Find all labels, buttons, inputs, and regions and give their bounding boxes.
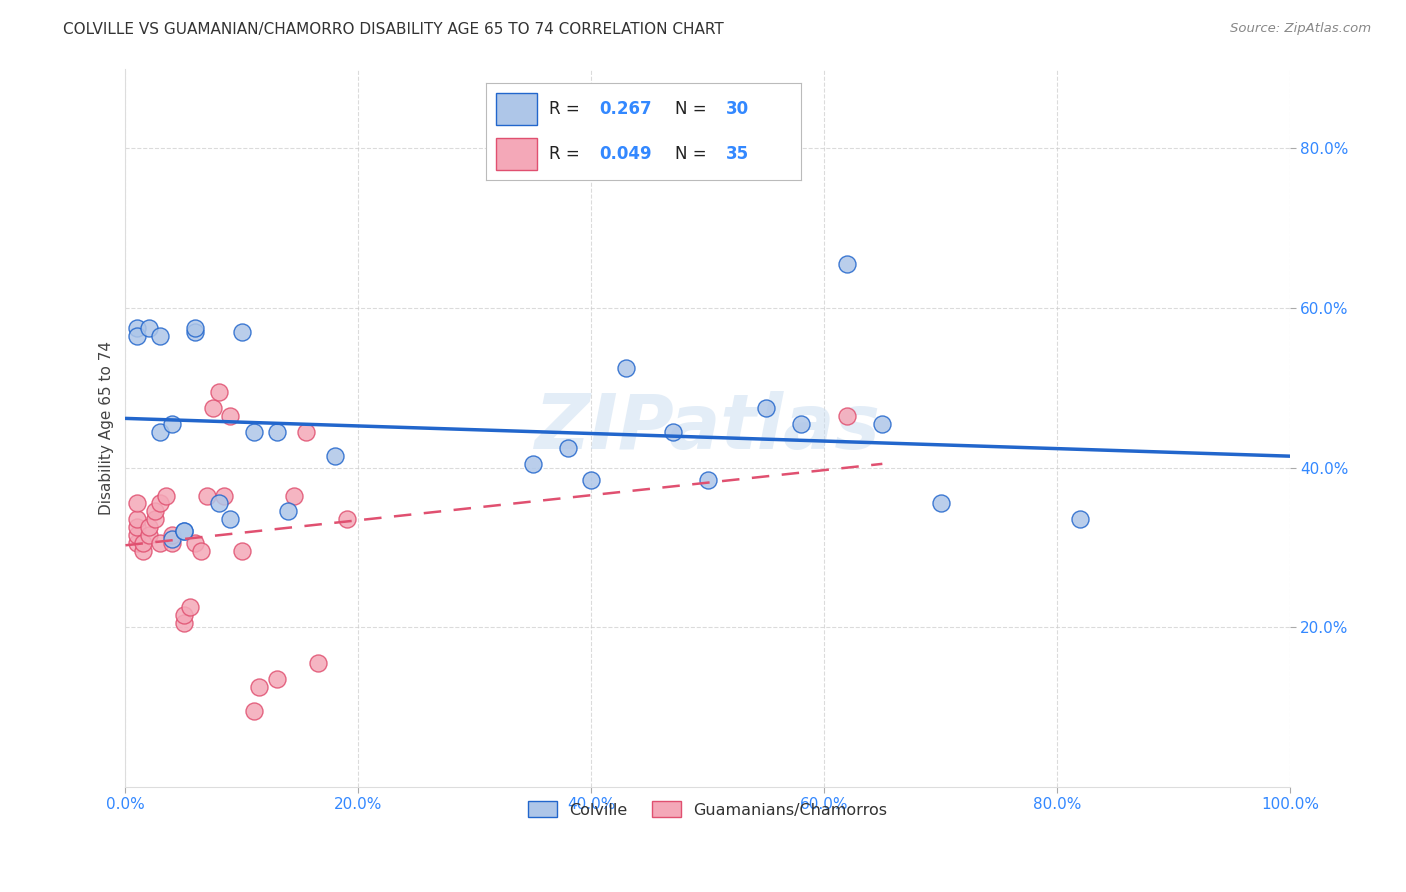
Point (522, 457, 544, 471)
Point (872, 417, 894, 431)
Text: Source: ZipAtlas.com: Source: ZipAtlas.com (1230, 22, 1371, 36)
Point (173, 524, 195, 539)
Point (214, 489, 236, 503)
Point (247, 680, 270, 694)
Point (755, 401, 778, 415)
Point (929, 496, 952, 510)
Point (557, 441, 579, 455)
Point (160, 536, 183, 550)
Point (790, 417, 813, 431)
Point (160, 528, 183, 542)
Point (231, 544, 253, 558)
Point (696, 473, 718, 487)
Point (195, 489, 218, 503)
Point (143, 512, 166, 526)
Point (266, 672, 288, 686)
Point (201, 401, 224, 415)
Point (160, 533, 183, 547)
Point (277, 504, 299, 518)
Point (173, 608, 195, 623)
Point (138, 520, 160, 534)
Text: ZIPatlas: ZIPatlas (534, 391, 880, 465)
Point (127, 496, 149, 510)
Point (138, 528, 160, 542)
Point (149, 536, 172, 550)
Point (138, 321, 160, 335)
Point (173, 616, 195, 631)
Point (190, 544, 212, 558)
Text: COLVILLE VS GUAMANIAN/CHAMORRO DISABILITY AGE 65 TO 74 CORRELATION CHART: COLVILLE VS GUAMANIAN/CHAMORRO DISABILIT… (63, 22, 724, 37)
Point (219, 512, 242, 526)
Point (1069, 512, 1091, 526)
Point (283, 489, 305, 503)
Point (207, 496, 229, 510)
Legend: Colville, Guamanians/Chamorros: Colville, Guamanians/Chamorros (520, 793, 896, 825)
Point (179, 600, 201, 615)
Point (242, 425, 264, 439)
Point (219, 409, 242, 423)
Point (231, 325, 253, 339)
Point (242, 704, 264, 718)
Point (127, 528, 149, 542)
Point (127, 520, 149, 534)
Point (132, 536, 155, 550)
Point (155, 489, 177, 503)
Point (132, 544, 155, 558)
Point (295, 425, 318, 439)
Point (127, 329, 149, 343)
Point (149, 329, 172, 343)
Point (160, 417, 183, 431)
Point (661, 425, 683, 439)
Point (127, 321, 149, 335)
Point (149, 425, 172, 439)
Point (143, 504, 166, 518)
Point (127, 536, 149, 550)
Point (149, 496, 172, 510)
Point (184, 321, 207, 335)
Point (614, 360, 637, 375)
Point (184, 536, 207, 550)
Point (307, 656, 329, 670)
Point (837, 257, 859, 271)
Point (266, 425, 288, 439)
Point (336, 512, 359, 526)
Point (173, 524, 195, 539)
Point (837, 409, 859, 423)
Point (207, 384, 229, 399)
Point (581, 473, 603, 487)
Y-axis label: Disability Age 65 to 74: Disability Age 65 to 74 (100, 341, 114, 515)
Point (323, 449, 346, 463)
Point (184, 325, 207, 339)
Point (127, 512, 149, 526)
